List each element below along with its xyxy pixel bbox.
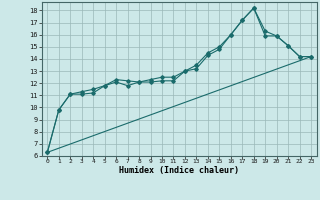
X-axis label: Humidex (Indice chaleur): Humidex (Indice chaleur) xyxy=(119,166,239,175)
